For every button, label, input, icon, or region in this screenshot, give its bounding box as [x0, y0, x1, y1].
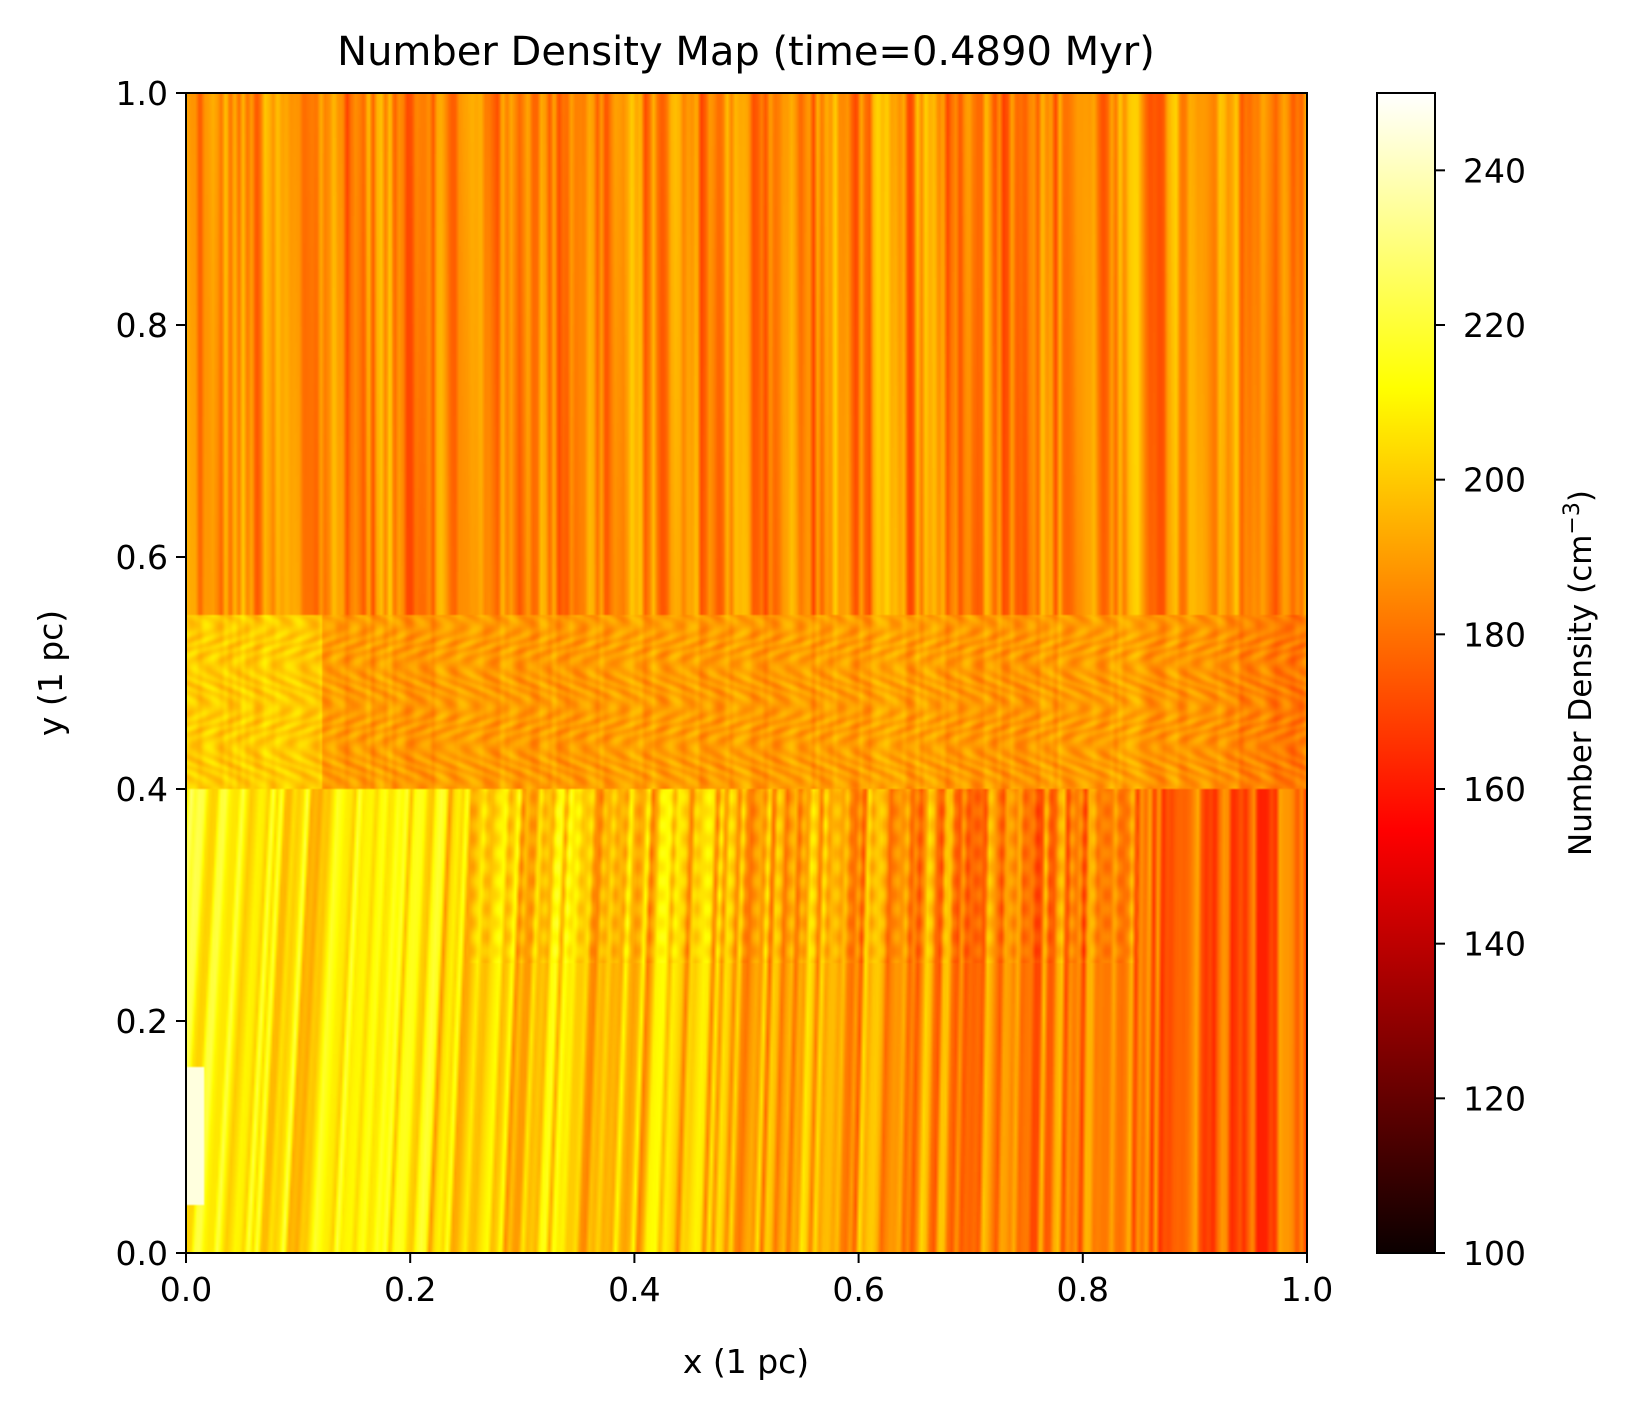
colorbar-label-sup: −3 — [1560, 502, 1585, 534]
colorbar-tick-label: 200 — [1463, 461, 1526, 500]
heatmap-image — [186, 93, 1307, 1253]
colorbar-tick-label: 100 — [1463, 1234, 1526, 1273]
x-axis-ticks: 0.0 0.2 0.4 0.6 0.8 1.0 — [160, 1253, 1333, 1309]
y-tick-label: 0.0 — [116, 1234, 168, 1273]
y-tick-label: 0.6 — [116, 538, 168, 577]
colorbar-tick-label: 180 — [1463, 615, 1526, 654]
y-axis-ticks: 0.0 0.2 0.4 0.6 0.8 1.0 — [116, 74, 186, 1273]
colorbar-tick-label: 220 — [1463, 306, 1526, 345]
colorbar-tick-label: 140 — [1463, 925, 1526, 964]
y-tick-label: 1.0 — [116, 74, 168, 113]
colorbar-label: Number Density (cm−3) — [1560, 490, 1599, 856]
x-axis-label: x (1 pc) — [683, 1342, 809, 1381]
heatmap-plot-area — [186, 93, 1307, 1253]
x-tick-label: 0.0 — [160, 1270, 212, 1309]
colorbar-tick-label: 240 — [1463, 151, 1526, 190]
y-axis-label: y (1 pc) — [31, 610, 70, 736]
y-tick-label: 0.2 — [116, 1002, 168, 1041]
x-tick-label: 1.0 — [1281, 1270, 1333, 1309]
x-tick-label: 0.2 — [384, 1270, 436, 1309]
x-tick-label: 0.6 — [832, 1270, 884, 1309]
colorbar-ticks: 100 120 140 160 180 200 220 240 — [1435, 151, 1526, 1273]
y-tick-label: 0.4 — [116, 770, 168, 809]
colorbar-label-close: ) — [1563, 490, 1599, 502]
y-tick-label: 0.8 — [116, 306, 168, 345]
colorbar-tick-label: 120 — [1463, 1079, 1526, 1118]
x-tick-label: 0.8 — [1057, 1270, 1109, 1309]
colorbar — [1376, 92, 1436, 1254]
colorbar-label-main: Number Density (cm — [1563, 535, 1599, 856]
x-tick-label: 0.4 — [608, 1270, 660, 1309]
colorbar-tick-label: 160 — [1463, 770, 1526, 809]
chart-title: Number Density Map (time=0.4890 Myr) — [337, 29, 1155, 75]
plot-frame — [185, 92, 1308, 1254]
